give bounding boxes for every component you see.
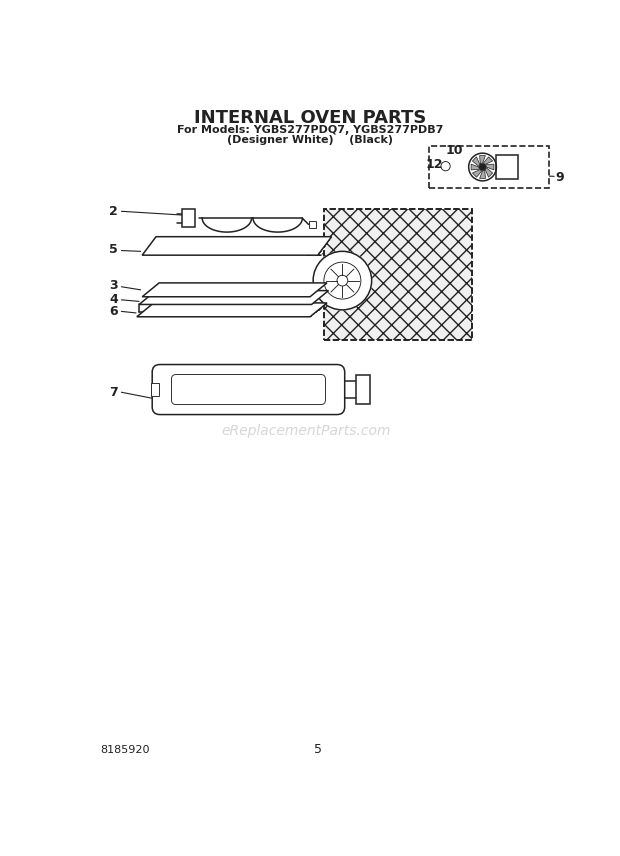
Polygon shape [142,282,327,297]
Text: 8185920: 8185920 [100,745,150,754]
Text: 10: 10 [445,144,463,157]
Circle shape [469,153,497,181]
Bar [324,209,472,340]
Bar [324,209,472,340]
Text: 6: 6 [109,305,118,318]
Text: 4: 4 [109,293,118,306]
Text: 3: 3 [109,279,118,293]
Polygon shape [480,170,485,178]
Polygon shape [480,156,485,163]
Bar [182,209,195,228]
Text: For Models: YGBS277PDQ7, YGBS277PDB7: For Models: YGBS277PDQ7, YGBS277PDB7 [177,125,443,134]
Text: INTERNAL OVEN PARTS: INTERNAL OVEN PARTS [194,109,426,128]
Polygon shape [472,157,480,166]
Text: 2: 2 [109,205,118,217]
FancyBboxPatch shape [152,365,345,414]
Polygon shape [472,169,482,177]
Text: 12: 12 [426,158,443,171]
Circle shape [313,252,371,310]
Polygon shape [139,290,329,305]
Text: eReplacementParts.com: eReplacementParts.com [221,424,391,437]
Bar [356,375,370,404]
Text: 5: 5 [109,243,118,256]
Text: 7: 7 [109,386,118,399]
Bar [497,156,518,179]
Bar [309,221,316,229]
Bar [430,146,549,188]
Polygon shape [483,157,493,164]
Polygon shape [142,237,332,255]
Text: 5: 5 [314,743,322,756]
Text: 9: 9 [555,171,564,184]
Polygon shape [137,303,327,317]
Polygon shape [471,164,479,170]
Text: (Designer White)    (Black): (Designer White) (Black) [227,134,393,145]
Text: 21: 21 [305,246,322,259]
Circle shape [479,164,485,170]
FancyBboxPatch shape [172,375,326,405]
Polygon shape [485,168,493,177]
Polygon shape [485,164,494,170]
Bar [151,383,159,395]
